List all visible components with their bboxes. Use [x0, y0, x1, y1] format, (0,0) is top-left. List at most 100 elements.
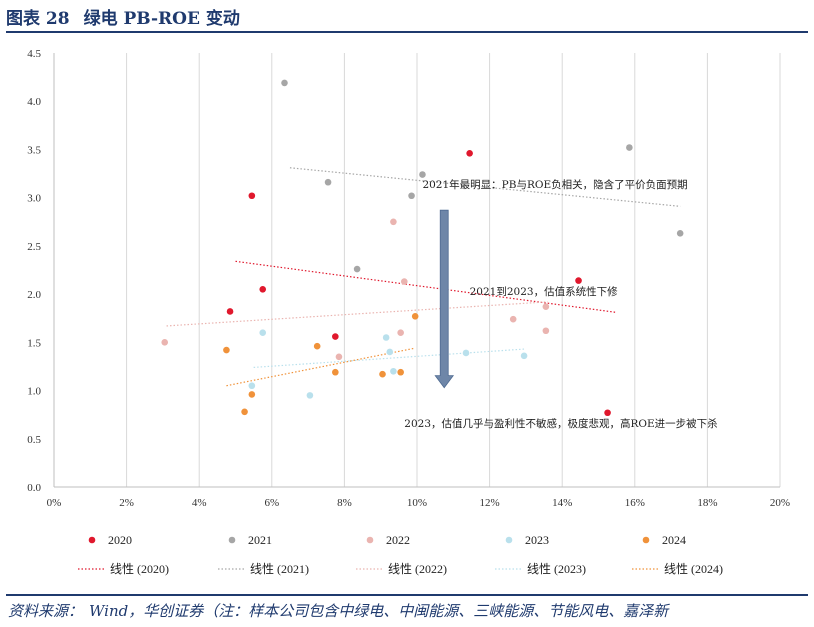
legend-marker-2022 — [366, 536, 374, 544]
chart-gridlines — [126, 53, 781, 487]
y-tick-labels: 0.0 0.5 1.0 1.5 2.0 2.5 3.0 3.5 4.0 4.5 — [27, 48, 41, 494]
y-tick-label: 2.0 — [27, 289, 41, 301]
legend-label-2024: 2024 — [662, 533, 686, 547]
legend-marker-2021 — [228, 536, 236, 544]
point-2020 — [259, 285, 267, 293]
x-tick-label: 18% — [697, 497, 717, 509]
point-2022 — [335, 353, 343, 361]
point-2020 — [575, 277, 582, 284]
point-2024 — [223, 346, 230, 354]
point-2022 — [390, 218, 397, 226]
figure-number: 图表 28 — [6, 9, 70, 29]
legend-label-2023: 2023 — [525, 533, 549, 547]
y-tick-label: 3.0 — [27, 193, 41, 205]
y-tick-label: 4.5 — [27, 48, 41, 60]
point-2022 — [161, 339, 169, 346]
point-2020 — [466, 150, 473, 157]
x-tick-labels: 0% 2% 4% 6% 8% 10% 12% 14% 16% 18% 20% — [47, 497, 790, 509]
legend-label-2022: 2022 — [386, 533, 410, 547]
point-2023 — [248, 382, 256, 390]
point-2021 — [408, 192, 415, 200]
y-tick-label: 1.0 — [27, 386, 41, 398]
legend-trend-label-2023: 线性 (2023) — [527, 562, 586, 576]
point-2024 — [241, 408, 248, 416]
x-tick-label: 4% — [192, 497, 207, 509]
legend-trend-label-2024: 线性 (2024) — [664, 562, 723, 576]
x-tick-label: 20% — [770, 497, 790, 509]
point-2023 — [462, 349, 470, 357]
point-2024 — [313, 342, 321, 350]
point-2021 — [353, 265, 361, 273]
x-tick-label: 16% — [625, 497, 645, 509]
x-tick-label: 10% — [407, 497, 427, 509]
point-2022 — [509, 315, 517, 323]
point-2021 — [281, 79, 288, 87]
trendlines — [166, 167, 681, 387]
legend-marker-2024 — [642, 536, 650, 544]
legend-trend-label-2021: 线性 (2021) — [250, 562, 309, 576]
x-tick-label: 14% — [552, 497, 572, 509]
point-2024 — [332, 368, 339, 376]
trendline-2024 — [226, 347, 416, 387]
figure-title-text: 绿电 PB-ROE 变动 — [83, 9, 240, 29]
annotation-a2021: 2021年最明显：PB与ROE负相关，隐含了平价负面预期 — [422, 178, 687, 191]
source-note: 资料来源： Wind，华创证券（注：样本公司包含中绿电、中闽能源、三峡能源、节能风… — [8, 600, 808, 621]
point-2024 — [397, 368, 404, 376]
point-2023 — [386, 348, 394, 356]
point-2022 — [400, 278, 408, 285]
x-tick-label: 2% — [119, 497, 134, 509]
legend-marker-2020 — [88, 536, 96, 544]
point-2024 — [248, 391, 256, 398]
annotations: 2021年最明显：PB与ROE负相关，隐含了平价负面预期 2021到2023，估值… — [404, 178, 717, 430]
y-tick-label: 4.0 — [27, 96, 41, 108]
trendline-2020 — [235, 260, 617, 314]
point-2023 — [259, 329, 267, 336]
annotation-a2123: 2021到2023，估值系统性下修 — [470, 285, 618, 298]
y-tick-label: 3.5 — [27, 144, 41, 156]
point-2023 — [520, 352, 528, 360]
legend-trend-label-2020: 线性 (2020) — [110, 562, 169, 576]
point-2022 — [542, 303, 550, 310]
x-tick-label: 6% — [264, 497, 279, 509]
point-2020 — [226, 308, 234, 315]
y-tick-label: 0.5 — [27, 434, 41, 446]
point-2022 — [397, 329, 404, 336]
x-tick-label: 8% — [337, 497, 352, 509]
point-2023 — [390, 367, 397, 375]
trendline-2022 — [166, 301, 548, 327]
point-2023 — [382, 334, 390, 341]
chart-axes — [53, 53, 780, 488]
legend-label-2021: 2021 — [248, 533, 272, 547]
chart-legend: 2020 线性 (2020) 2021 线性 (2021) 2022 线性 (2022) 2… — [78, 533, 723, 576]
point-2020 — [604, 409, 611, 417]
pb-roe-scatter-chart: 0% 2% 4% 6% 8% 10% 12% 14% 16% 18% 20% 0.0 0.5 1.0 1.… — [27, 48, 790, 576]
down-arrow — [434, 209, 455, 389]
point-2023 — [306, 392, 314, 399]
source-label: 资料来源： — [8, 602, 84, 620]
point-2024 — [379, 370, 386, 378]
title-rule — [6, 31, 808, 33]
y-tick-label: 1.5 — [27, 337, 41, 349]
y-tick-label: 0.0 — [27, 482, 41, 494]
legend-marker-2023 — [505, 536, 513, 544]
legend-label-2020: 2020 — [108, 533, 132, 547]
point-2020 — [248, 192, 256, 200]
legend-trend-label-2022: 线性 (2022) — [388, 562, 447, 576]
x-tick-label: 0% — [47, 497, 62, 509]
source-text: Wind，华创证券（注：样本公司包含中绿电、中闽能源、三峡能源、节能风电、嘉泽新 — [89, 602, 669, 620]
source-rule — [6, 594, 808, 596]
trendline-2021 — [289, 167, 681, 207]
point-2021 — [676, 230, 684, 237]
point-2021 — [626, 144, 633, 151]
point-2021 — [324, 178, 332, 186]
figure-title: 图表 28 绿电 PB-ROE 变动 — [6, 4, 254, 30]
x-tick-label: 12% — [480, 497, 500, 509]
down-arrow-shape — [434, 209, 455, 389]
y-tick-label: 2.5 — [27, 241, 41, 253]
point-2021 — [419, 171, 426, 178]
point-2022 — [542, 327, 550, 335]
point-2020 — [332, 333, 339, 340]
annotation-a2023: 2023，估值几乎与盈利性不敏感，极度悲观，高ROE进一步被下杀 — [404, 417, 717, 430]
point-2024 — [411, 312, 419, 320]
data-points — [161, 79, 684, 417]
